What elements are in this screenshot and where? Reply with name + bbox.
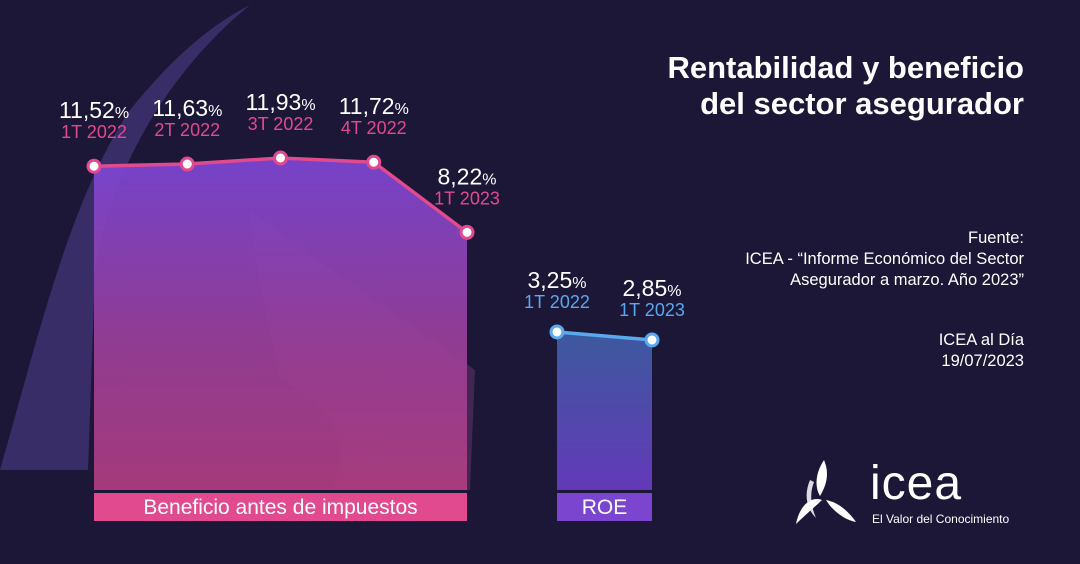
- source-text: ICEA - “Informe Económico del Sector Ase…: [745, 250, 1024, 289]
- profit-tag: [94, 493, 467, 521]
- roe-category-label: 1T 2022: [524, 292, 590, 312]
- source-label: Fuente:: [968, 229, 1024, 247]
- roe-tag: [557, 493, 652, 521]
- profit-series-label: Beneficio antes de impuestos: [143, 496, 417, 519]
- background-leaf-shape: [0, 5, 250, 470]
- icea-logo: icea El Valor del Conocimiento: [786, 452, 1036, 532]
- roe-point: [644, 332, 660, 348]
- logo-tagline: El Valor del Conocimiento: [872, 512, 1010, 526]
- profit-point: [273, 150, 288, 166]
- profit-category-label: 3T 2022: [248, 114, 314, 134]
- profit-category-label: 1T 2023: [434, 188, 500, 208]
- roe-value-label: 3,25%: [528, 267, 587, 293]
- profit-category-label: 2T 2022: [154, 120, 220, 140]
- profit-category-label: 1T 2022: [61, 122, 127, 142]
- publication-date: 19/07/2023: [941, 352, 1024, 370]
- icea-logo-icon: [796, 460, 856, 524]
- page-title: Rentabilidad y beneficio del sector aseg…: [667, 50, 1024, 121]
- publication-name: ICEA al Día: [938, 331, 1024, 349]
- profit-point: [179, 156, 195, 172]
- profit-point: [459, 224, 475, 240]
- roe-line: [556, 330, 653, 342]
- roe-value-label: 2,85%: [623, 275, 682, 301]
- source-block: Fuente: ICEA - “Informe Económico del Se…: [694, 228, 1024, 291]
- profit-category-label: 4T 2022: [341, 118, 407, 138]
- roe-area: [557, 331, 652, 490]
- roe-point: [549, 324, 565, 340]
- profit-series: 11,52%1T 2022 11,63%2T 2022 11,93%3T 2022 1…: [59, 89, 500, 521]
- roe-category-label: 1T 2023: [619, 300, 685, 320]
- profit-point: [366, 154, 382, 170]
- profit-value-label: 11,63%: [152, 95, 222, 121]
- publication-block: ICEA al Día 19/07/2023: [724, 330, 1024, 372]
- profit-value-label: 11,72%: [339, 93, 409, 119]
- profit-value-label: 8,22%: [438, 163, 497, 189]
- profit-value-label: 11,52%: [59, 97, 129, 123]
- profit-value-label: 11,93%: [245, 89, 315, 115]
- profit-point: [86, 158, 102, 174]
- logo-wordmark: icea: [870, 457, 963, 510]
- roe-series-label: ROE: [582, 496, 628, 519]
- roe-series: 3,25%1T 2022 2,85%1T 2023 ROE: [524, 267, 685, 521]
- profit-area: [94, 158, 467, 490]
